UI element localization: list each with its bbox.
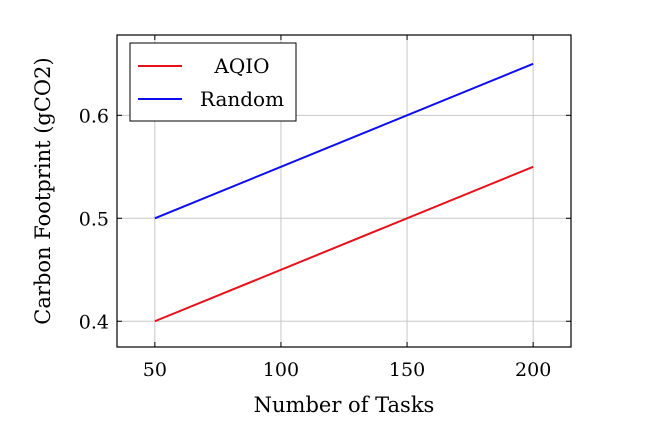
series-line-random <box>154 62 534 220</box>
x-tick-label: 50 <box>143 359 167 381</box>
axis-ticks <box>117 35 571 347</box>
y-tick-label: 0.6 <box>79 105 109 127</box>
y-axis-label: Carbon Footprint (gCO2) <box>31 57 55 324</box>
series-layer <box>154 62 534 323</box>
tick-labels: 50 100 150 200 0.4 0.5 0.6 <box>79 105 552 381</box>
x-tick-label: 100 <box>263 359 299 381</box>
y-tick-label: 0.4 <box>79 311 109 333</box>
series-line-aqio <box>154 165 534 323</box>
plot-frame <box>116 34 572 348</box>
legend-label-random: Random <box>200 87 284 111</box>
legend: AQIO Random <box>129 42 297 122</box>
legend-label-aqio: AQIO <box>213 54 269 78</box>
x-axis-label: Number of Tasks <box>254 393 435 417</box>
y-tick-label: 0.5 <box>79 208 109 230</box>
x-tick-label: 150 <box>389 359 425 381</box>
x-tick-label: 200 <box>515 359 551 381</box>
legend-box <box>129 42 297 122</box>
